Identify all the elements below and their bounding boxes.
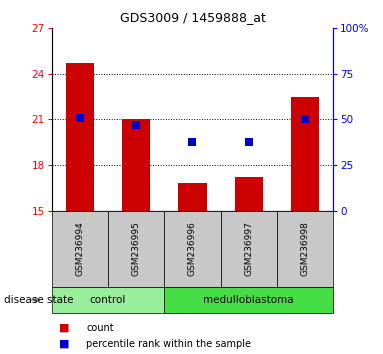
Bar [235,177,263,211]
Text: GSM236996: GSM236996 [188,221,197,276]
Text: percentile rank within the sample: percentile rank within the sample [86,339,251,349]
Text: GSM236997: GSM236997 [244,221,253,276]
Bar [164,211,221,287]
Text: ■: ■ [59,339,70,349]
Bar [66,63,94,211]
Bar [178,183,206,211]
Bar [122,119,150,211]
Text: GSM236998: GSM236998 [301,221,309,276]
Text: GSM236995: GSM236995 [132,221,141,276]
Text: count: count [86,322,114,332]
Text: disease state: disease state [4,295,73,305]
Bar [164,287,333,313]
Bar [221,211,277,287]
Text: ■: ■ [59,322,70,332]
Point [77,115,83,121]
Point [302,116,308,121]
Bar [291,97,319,211]
Text: GSM236994: GSM236994 [75,221,84,276]
Bar [108,211,164,287]
Point [133,122,139,128]
Point [246,139,252,144]
Bar [52,211,108,287]
Bar [277,211,333,287]
Point [190,139,196,144]
Title: GDS3009 / 1459888_at: GDS3009 / 1459888_at [119,11,265,24]
Text: medulloblastoma: medulloblastoma [203,295,294,305]
Bar [52,287,164,313]
Text: control: control [90,295,126,305]
